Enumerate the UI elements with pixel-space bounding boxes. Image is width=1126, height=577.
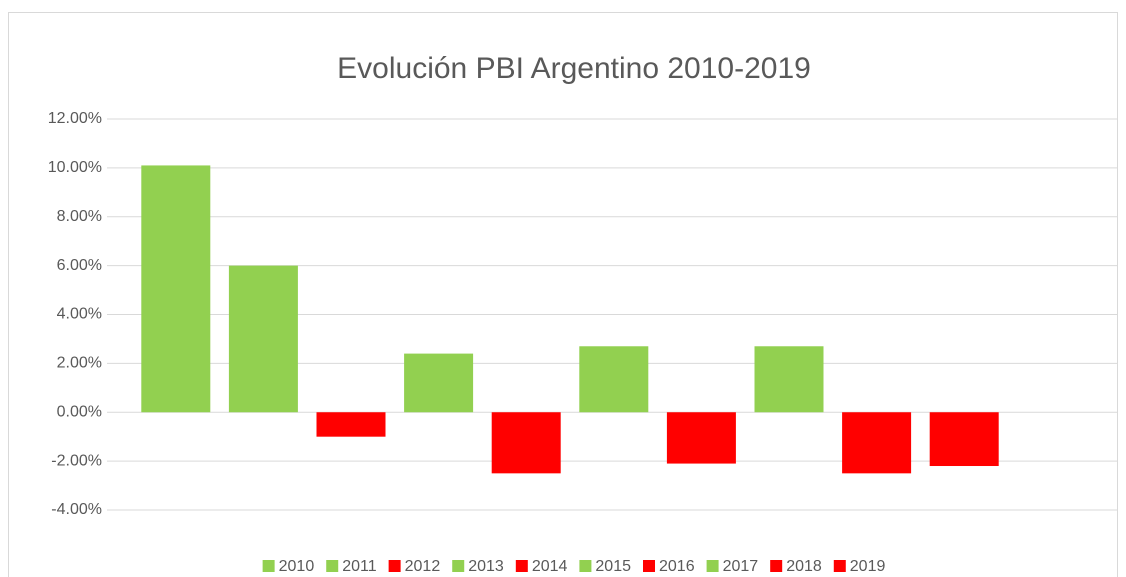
bar — [141, 165, 211, 413]
legend-swatch — [706, 560, 719, 572]
legend-label: 2015 — [595, 558, 631, 575]
legend-swatch — [262, 560, 275, 572]
legend-label: 2017 — [723, 558, 759, 575]
legend-swatch — [643, 560, 655, 572]
legend-swatch — [770, 560, 783, 572]
bar — [316, 412, 386, 437]
bar — [579, 346, 649, 413]
y-tick-label: 6.00% — [57, 257, 102, 274]
bar — [666, 412, 736, 464]
legend-swatch — [452, 560, 465, 572]
y-tick-label: 2.00% — [57, 355, 102, 372]
bar — [929, 412, 999, 467]
y-tick-label: 12.00% — [48, 110, 102, 127]
y-tick-label: 10.00% — [48, 159, 102, 176]
legend-label: 2019 — [850, 558, 886, 575]
legend-label: 2012 — [405, 558, 441, 575]
y-tick-label: 0.00% — [57, 403, 102, 420]
y-tick-label: -4.00% — [51, 501, 102, 518]
legend-swatch — [515, 560, 528, 572]
legend-label: 2013 — [468, 558, 504, 575]
legend-label: 2010 — [279, 558, 315, 575]
y-tick-label: 4.00% — [57, 306, 102, 323]
legend-label: 2014 — [532, 558, 568, 575]
legend-swatch — [326, 560, 339, 572]
bar — [754, 346, 824, 413]
bar — [404, 353, 474, 413]
bar — [491, 412, 561, 474]
y-tick-label: 8.00% — [57, 208, 102, 225]
legend-label: 2018 — [786, 558, 822, 575]
bar — [228, 265, 298, 413]
legend-swatch — [833, 560, 846, 572]
chart-title: Evolución PBI Argentino 2010-2019 — [337, 52, 811, 85]
legend-swatch — [388, 560, 401, 572]
legend-swatch — [579, 560, 592, 572]
legend-label: 2016 — [659, 558, 695, 575]
bar — [842, 412, 912, 474]
legend-label: 2011 — [342, 558, 377, 575]
y-tick-label: -2.00% — [51, 452, 102, 469]
